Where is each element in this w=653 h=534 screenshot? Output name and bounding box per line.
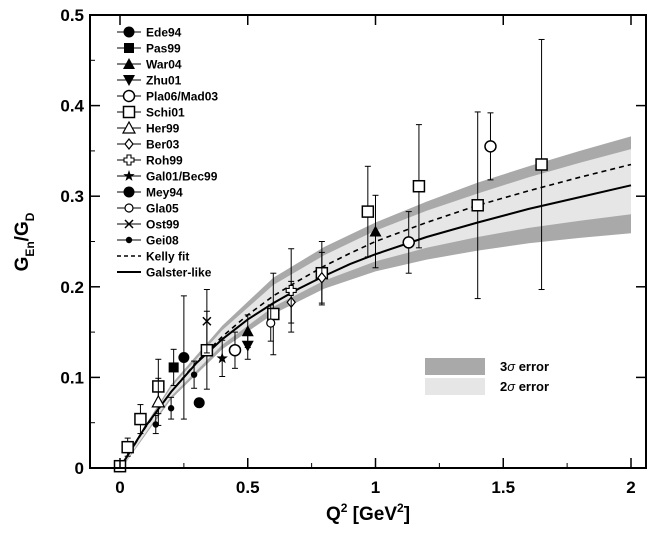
legend-label: Roh99 xyxy=(146,154,183,168)
x-tick-label: 0 xyxy=(115,478,124,497)
band-label: 3σ error xyxy=(500,359,549,374)
legend-item-war04: War04 xyxy=(117,58,182,72)
band-2sigma xyxy=(120,149,631,470)
point-gei08-2 xyxy=(167,396,175,420)
y-tick-label: 0.1 xyxy=(60,368,84,387)
legend-label: Galster-like xyxy=(146,266,212,280)
legend-label: Kelly fit xyxy=(146,250,189,264)
legend-label: Gal01/Bec99 xyxy=(146,170,218,184)
point-gei08-3 xyxy=(190,360,198,389)
legend: Ede94 Pas99 War04 Zhu01 Pla06/Mad03 Schi01 Her… xyxy=(117,26,218,280)
legend-item-ede94: Ede94 xyxy=(117,26,182,40)
point-zhu01-1 xyxy=(241,331,254,360)
point-war04-2 xyxy=(369,194,382,269)
band-legend-three-sigma: 3σ error xyxy=(425,358,549,375)
y-axis-label: GEn/GD xyxy=(12,212,37,271)
legend-item-kelly-fit: Kelly fit xyxy=(117,250,189,264)
legend-item-gei08: Gei08 xyxy=(117,234,179,248)
point-gal01-bec99-1 xyxy=(216,339,228,377)
point-mey94-1 xyxy=(178,295,190,420)
band-label: 2σ error xyxy=(500,379,549,394)
legend-label: War04 xyxy=(146,58,182,72)
legend-label: Zhu01 xyxy=(146,74,182,88)
legend-label: Ost99 xyxy=(146,218,180,232)
point-ede94-1 xyxy=(193,397,205,409)
point-schi01-8 xyxy=(361,165,375,258)
y-tick-label: 0.2 xyxy=(60,278,84,297)
legend-item-zhu01: Zhu01 xyxy=(117,74,182,88)
legend-label: Her99 xyxy=(146,122,180,136)
band-legend-two-sigma: 2σ error xyxy=(425,378,549,395)
legend-label: Pla06/Mad03 xyxy=(146,90,218,104)
point-schi01-9 xyxy=(412,124,426,249)
y-tick-label: 0.5 xyxy=(60,6,84,25)
legend-label: Mey94 xyxy=(146,186,183,200)
point-schi01-11 xyxy=(535,38,548,291)
legend-item-pas99: Pas99 xyxy=(117,42,181,56)
point-schi01-2 xyxy=(121,437,134,457)
band-legend: 3σ error 2σ error xyxy=(425,358,549,395)
point-ost99-1 xyxy=(202,289,212,354)
point-pla06-mad03-1 xyxy=(228,331,242,369)
point-pla06-mad03-2 xyxy=(402,211,415,274)
legend-label: Gei08 xyxy=(146,234,179,248)
x-axis-label: Q2 [GeV2] xyxy=(326,501,410,525)
legend-label: Pas99 xyxy=(146,42,181,56)
legend-item-her99: Her99 xyxy=(117,120,180,136)
legend-item-gal01-bec99: Gal01/Bec99 xyxy=(117,170,218,184)
legend-item-galster-like: Galster-like xyxy=(117,266,212,280)
legend-item-ost99: Ost99 xyxy=(117,218,180,232)
point-roh99-1 xyxy=(285,248,297,333)
legend-item-schi01: Schi01 xyxy=(117,106,185,120)
point-gla05-1 xyxy=(266,304,276,342)
legend-item-ber03: Ber03 xyxy=(117,138,180,152)
data-points xyxy=(113,38,548,473)
band-swatch xyxy=(425,358,485,375)
point-pas99-1 xyxy=(168,348,179,387)
error-bands xyxy=(120,136,631,471)
legend-label: Ber03 xyxy=(146,138,180,152)
point-schi01-10 xyxy=(471,111,484,300)
legend-label: Ede94 xyxy=(146,26,182,40)
x-tick-label: 1 xyxy=(371,478,380,497)
band-swatch xyxy=(425,378,485,395)
legend-item-pla06-mad03: Pla06/Mad03 xyxy=(117,90,218,104)
point-schi01-3 xyxy=(134,404,147,435)
legend-item-roh99: Roh99 xyxy=(117,154,183,168)
axis-ticks: 0 0.5 1 1.5 2 0 0.1 0.2 0.3 0.4 0.5 xyxy=(60,6,646,497)
point-pla06-mad03-3 xyxy=(484,112,497,181)
legend-label: Gla05 xyxy=(146,202,179,216)
point-gei08-1 xyxy=(152,414,159,435)
legend-item-mey94: Mey94 xyxy=(117,186,183,200)
x-tick-label: 0.5 xyxy=(236,478,260,497)
legend-item-gla05: Gla05 xyxy=(117,202,179,216)
legend-label: Schi01 xyxy=(146,106,185,120)
y-tick-label: 0.4 xyxy=(60,97,84,116)
x-tick-label: 1.5 xyxy=(491,478,515,497)
y-tick-label: 0 xyxy=(75,459,84,478)
x-tick-label: 2 xyxy=(626,478,635,497)
point-ber03-2 xyxy=(317,251,327,304)
y-tick-label: 0.3 xyxy=(60,187,84,206)
